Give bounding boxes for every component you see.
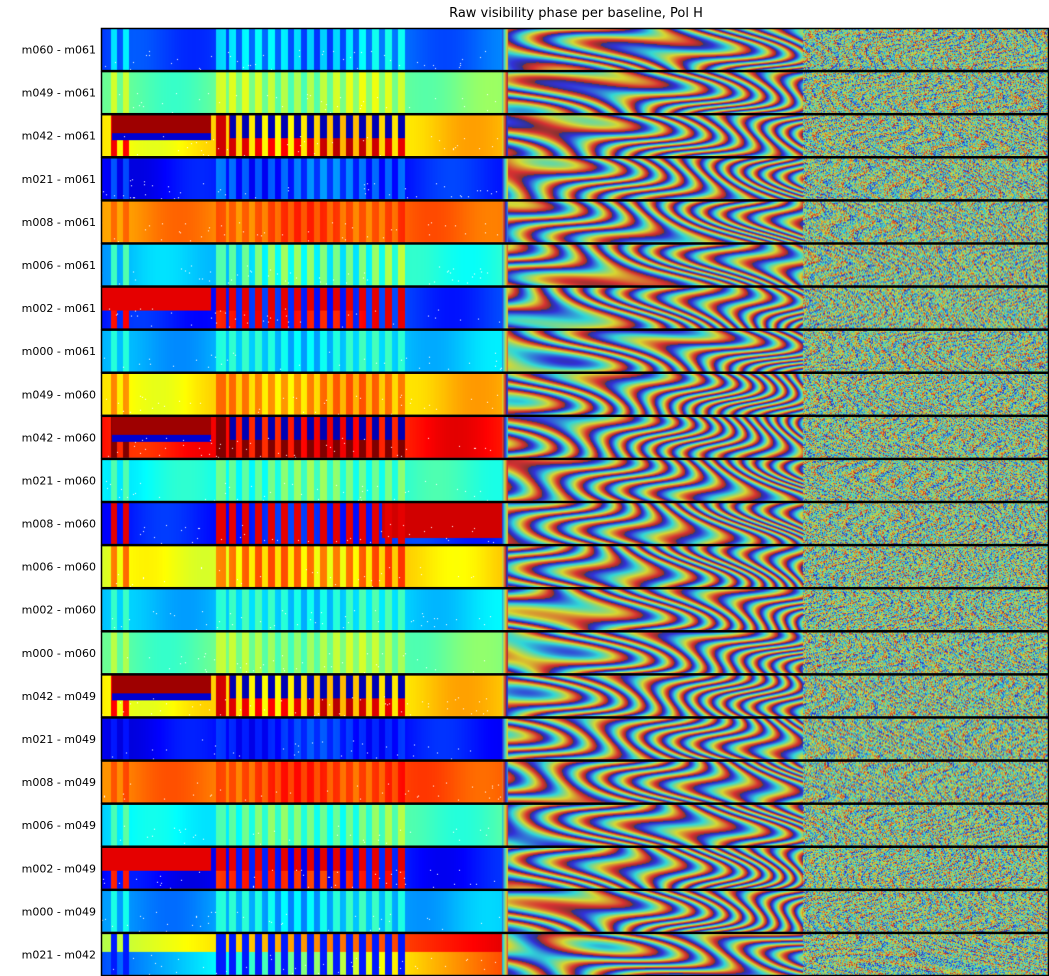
baseline-label: m002 - m049 (22, 862, 96, 875)
baseline-heatmap-1 (101, 71, 1049, 114)
baseline-heatmap-8 (101, 372, 1049, 415)
chart-title: Raw visibility phase per baseline, Pol H (449, 6, 703, 21)
baseline-heatmap-6 (101, 286, 1049, 329)
baseline-label: m008 - m060 (22, 518, 96, 531)
baseline-label: m006 - m061 (22, 259, 96, 272)
baseline-label: m042 - m049 (22, 690, 96, 703)
baseline-label: m021 - m060 (22, 474, 96, 487)
baseline-heatmap-3 (101, 157, 1049, 200)
baseline-heatmap-10 (101, 458, 1049, 501)
baseline-label: m042 - m061 (22, 130, 96, 143)
baseline-labels: m060 - m061 m049 - m061 m042 - m061 m021 - … (22, 44, 96, 962)
baseline-heatmap-17 (101, 760, 1049, 803)
baseline-label: m042 - m060 (22, 431, 96, 444)
baseline-heatmap-5 (101, 243, 1049, 286)
baseline-label: m021 - m061 (22, 173, 96, 186)
baseline-label: m006 - m049 (22, 819, 96, 832)
baseline-label: m008 - m061 (22, 216, 96, 229)
baseline-label: m006 - m060 (22, 561, 96, 574)
baseline-heatmap-9 (101, 415, 1049, 458)
baseline-label: m002 - m061 (22, 302, 96, 315)
baseline-label: m008 - m049 (22, 776, 96, 789)
baseline-heatmap-4 (101, 200, 1049, 243)
baseline-heatmap-21 (101, 932, 1049, 975)
baseline-heatmap-2 (101, 114, 1049, 157)
baseline-heatmap-19 (101, 846, 1049, 889)
baseline-heatmap-20 (101, 889, 1049, 932)
baseline-panels (101, 28, 1049, 975)
baseline-label: m000 - m061 (22, 345, 96, 358)
baseline-heatmap-14 (101, 631, 1049, 674)
baseline-label: m000 - m060 (22, 647, 96, 660)
baseline-label: m060 - m061 (22, 44, 96, 57)
baseline-label: m000 - m049 (22, 905, 96, 918)
baseline-heatmap-0 (101, 28, 1049, 70)
baseline-label: m049 - m061 (22, 87, 96, 100)
baseline-heatmap-13 (101, 588, 1049, 631)
baseline-label: m021 - m049 (22, 733, 96, 746)
baseline-heatmap-18 (101, 803, 1049, 846)
baseline-heatmap-11 (101, 502, 1049, 544)
baseline-heatmap-15 (101, 674, 1049, 717)
baseline-heatmap-7 (101, 329, 1049, 372)
baseline-label: m049 - m060 (22, 388, 96, 401)
baseline-label: m002 - m060 (22, 604, 96, 617)
baseline-heatmap-16 (101, 717, 1049, 760)
baseline-heatmap-12 (101, 545, 1049, 588)
baseline-label: m021 - m042 (22, 948, 96, 961)
